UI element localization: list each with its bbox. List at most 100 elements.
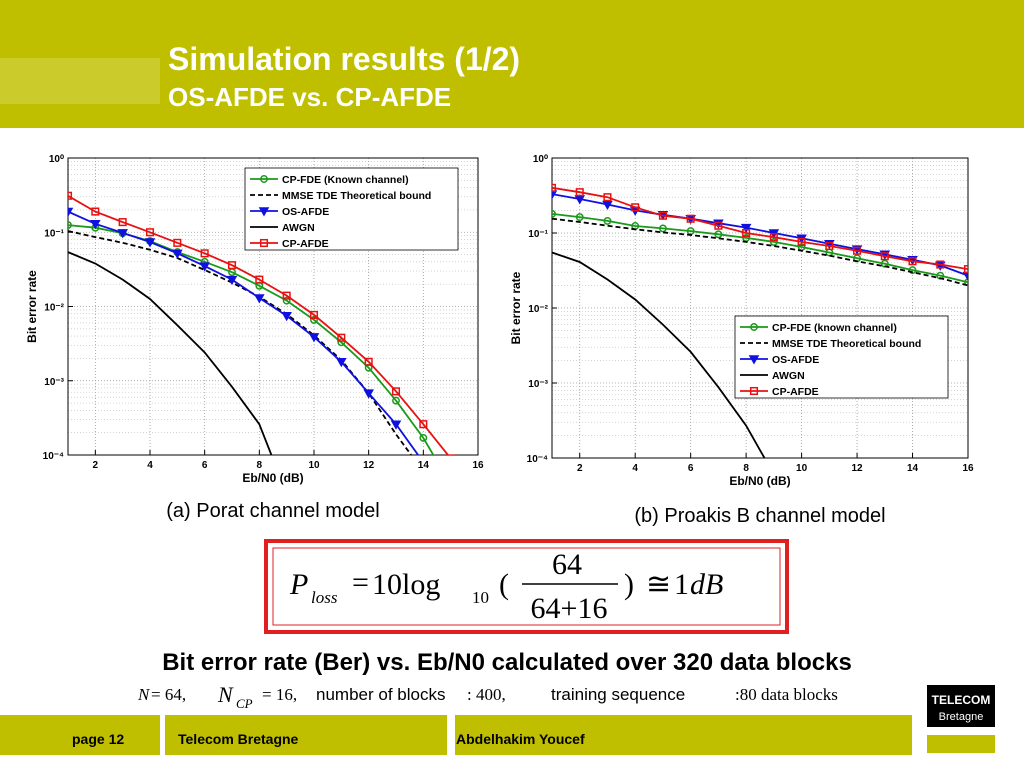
legend-label: AWGN bbox=[282, 222, 315, 234]
marker bbox=[936, 260, 945, 269]
marker bbox=[172, 249, 183, 259]
y-axis-label: Bit error rate bbox=[509, 271, 523, 344]
y-tick-label: 10⁻³ bbox=[44, 377, 64, 388]
y-axis-label: Bit error rate bbox=[25, 270, 39, 343]
marker bbox=[603, 216, 612, 225]
marker bbox=[392, 396, 400, 405]
legend-marker bbox=[260, 175, 268, 183]
x-tick-label: 16 bbox=[472, 460, 484, 471]
marker bbox=[552, 209, 556, 218]
marker bbox=[363, 389, 374, 399]
formula-text: ( bbox=[499, 568, 509, 601]
legend-label: CP-AFDE bbox=[772, 386, 819, 398]
legend-label: CP-AFDE bbox=[282, 238, 329, 250]
x-tick-label: 2 bbox=[93, 460, 99, 471]
formula-text: 64+16 bbox=[531, 592, 608, 625]
y-tick-label: 10⁰ bbox=[533, 154, 548, 165]
marker bbox=[364, 357, 373, 366]
y-tick-label: 10⁻³ bbox=[528, 379, 548, 390]
legend-label: CP-FDE (known channel) bbox=[772, 322, 897, 334]
marker bbox=[68, 221, 72, 230]
footer-author: Abdelhakim Youcef bbox=[456, 731, 585, 747]
marker bbox=[658, 211, 667, 220]
marker bbox=[419, 433, 428, 442]
marker bbox=[337, 333, 346, 342]
param: = 64, bbox=[151, 685, 186, 704]
marker bbox=[769, 233, 778, 242]
marker bbox=[144, 238, 156, 248]
legend-label: MMSE TDE Theoretical bound bbox=[772, 338, 921, 350]
y-tick-label: 10⁻¹ bbox=[44, 228, 64, 239]
legend-label: MMSE TDE Theoretical bound bbox=[282, 190, 431, 202]
footer-org: Telecom Bretagne bbox=[178, 731, 299, 747]
formula-box bbox=[264, 539, 789, 634]
marker bbox=[797, 237, 806, 246]
y-tick-label: 10⁻⁴ bbox=[43, 451, 64, 462]
legend: CP-FDE (Known channel) MMSE TDE Theoretic… bbox=[244, 167, 459, 251]
marker bbox=[714, 221, 723, 230]
formula-text: loss bbox=[311, 588, 338, 607]
marker bbox=[309, 310, 319, 319]
caption: (b) Proakis B channel model bbox=[634, 505, 885, 527]
marker bbox=[226, 275, 238, 286]
x-tick-label: 8 bbox=[743, 463, 749, 474]
marker bbox=[962, 271, 968, 282]
series-line bbox=[552, 186, 968, 270]
chart: 10⁰ 10⁻¹ 10⁻² 10⁻³ 10⁻⁴ 2 4 6 8 10 12 14 16 Eb/N0 (dB… bbox=[509, 154, 974, 527]
logo-text: Bretagne bbox=[939, 711, 984, 723]
param: :80 data blocks bbox=[735, 685, 838, 704]
marker bbox=[602, 200, 613, 210]
marker bbox=[390, 420, 402, 430]
slide-subtitle: OS-AFDE vs. CP-AFDE bbox=[168, 82, 451, 112]
formula: P loss = 10log 10 ( 64 64+16 ) ≅ 1 dB bbox=[264, 539, 789, 634]
marker bbox=[68, 207, 74, 218]
footer-cell bbox=[455, 715, 912, 755]
marker bbox=[908, 257, 917, 266]
marker bbox=[575, 213, 584, 222]
series-line bbox=[68, 210, 420, 455]
formula-text: ) bbox=[624, 568, 634, 601]
marker bbox=[117, 229, 128, 239]
marker bbox=[336, 358, 347, 368]
legend-marker bbox=[259, 238, 269, 248]
x-tick-label: 10 bbox=[796, 463, 808, 474]
params: N = 64, N CP = 16, number of blocks : 40… bbox=[137, 682, 838, 711]
marker bbox=[282, 296, 291, 305]
footer: page 12 Telecom Bretagne Abdelhakim Youc… bbox=[0, 685, 995, 755]
marker bbox=[419, 420, 428, 429]
param: N bbox=[217, 682, 234, 707]
formula-inner-box bbox=[272, 547, 781, 626]
x-tick-label: 4 bbox=[147, 460, 153, 471]
legend-label: CP-FDE (Known channel) bbox=[282, 174, 409, 186]
formula-text: 10log bbox=[372, 568, 440, 601]
marker bbox=[118, 218, 127, 227]
header-logo bbox=[0, 58, 160, 104]
marker bbox=[145, 228, 155, 237]
marker bbox=[310, 315, 318, 324]
marker bbox=[227, 261, 237, 270]
x-tick-label: 14 bbox=[418, 460, 430, 471]
x-tick-label: 12 bbox=[363, 460, 375, 471]
formula-text: ≅ bbox=[646, 568, 671, 601]
logo-box bbox=[927, 685, 995, 727]
marker bbox=[391, 387, 401, 396]
series-line bbox=[68, 195, 450, 455]
caption: (a) Porat channel model bbox=[166, 500, 379, 522]
y-tick-label: 10⁻⁴ bbox=[527, 454, 548, 465]
series-line bbox=[552, 251, 766, 458]
marker bbox=[281, 312, 292, 322]
marker bbox=[740, 223, 752, 234]
legend-label: OS-AFDE bbox=[282, 206, 329, 218]
marker bbox=[908, 266, 917, 275]
marker bbox=[853, 246, 862, 255]
marker bbox=[552, 190, 558, 200]
formula-text: 1 bbox=[674, 568, 689, 601]
param: number of blocks bbox=[316, 685, 445, 704]
x-tick-label: 16 bbox=[962, 463, 974, 474]
param: training sequence bbox=[551, 685, 685, 704]
marker bbox=[308, 333, 320, 343]
x-tick-label: 10 bbox=[308, 460, 320, 471]
param: N bbox=[137, 685, 151, 704]
logo-mark bbox=[927, 735, 995, 753]
x-tick-label: 6 bbox=[202, 460, 208, 471]
